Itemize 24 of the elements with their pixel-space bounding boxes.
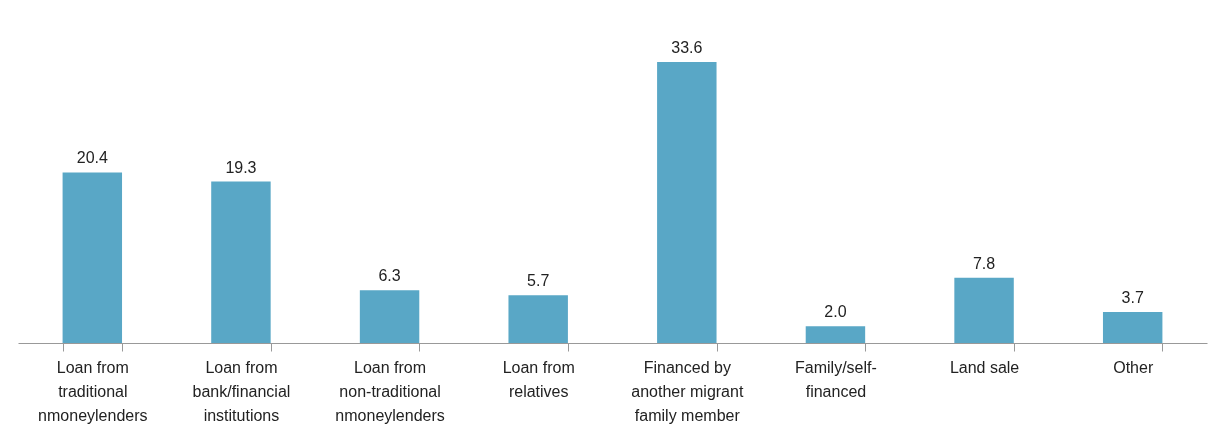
- bar: [62, 172, 123, 343]
- x-tick-label: Loan from bank/financial institutions: [192, 358, 291, 424]
- data-label: 2.0: [824, 303, 847, 321]
- x-tick-label: Other: [1113, 358, 1154, 376]
- x-tick-label: Land sale: [949, 358, 1020, 376]
- data-label: 20.4: [76, 149, 108, 167]
- bar: [1102, 312, 1163, 343]
- data-label: 6.3: [378, 267, 401, 285]
- bar: [805, 326, 866, 343]
- x-tick-label: Financed by another migrant family member: [631, 358, 744, 424]
- data-label: 5.7: [527, 272, 550, 290]
- data-label: 33.6: [671, 39, 703, 56]
- bar: [211, 181, 271, 343]
- x-tick-label: Loan from relatives: [502, 358, 575, 400]
- bar: [508, 295, 568, 343]
- x-tick-label: Loan from non-traditional nmoneylenders: [335, 358, 445, 424]
- x-tick-label: Family/self-financed: [795, 358, 877, 400]
- bar: [657, 62, 717, 343]
- bar: [359, 290, 420, 343]
- bar: [954, 277, 1014, 343]
- data-label: 19.3: [225, 158, 257, 176]
- data-label: 3.7: [1121, 289, 1144, 307]
- x-tick-label: Loan from traditional nmoneylenders: [38, 358, 148, 424]
- data-label: 7.8: [972, 254, 996, 272]
